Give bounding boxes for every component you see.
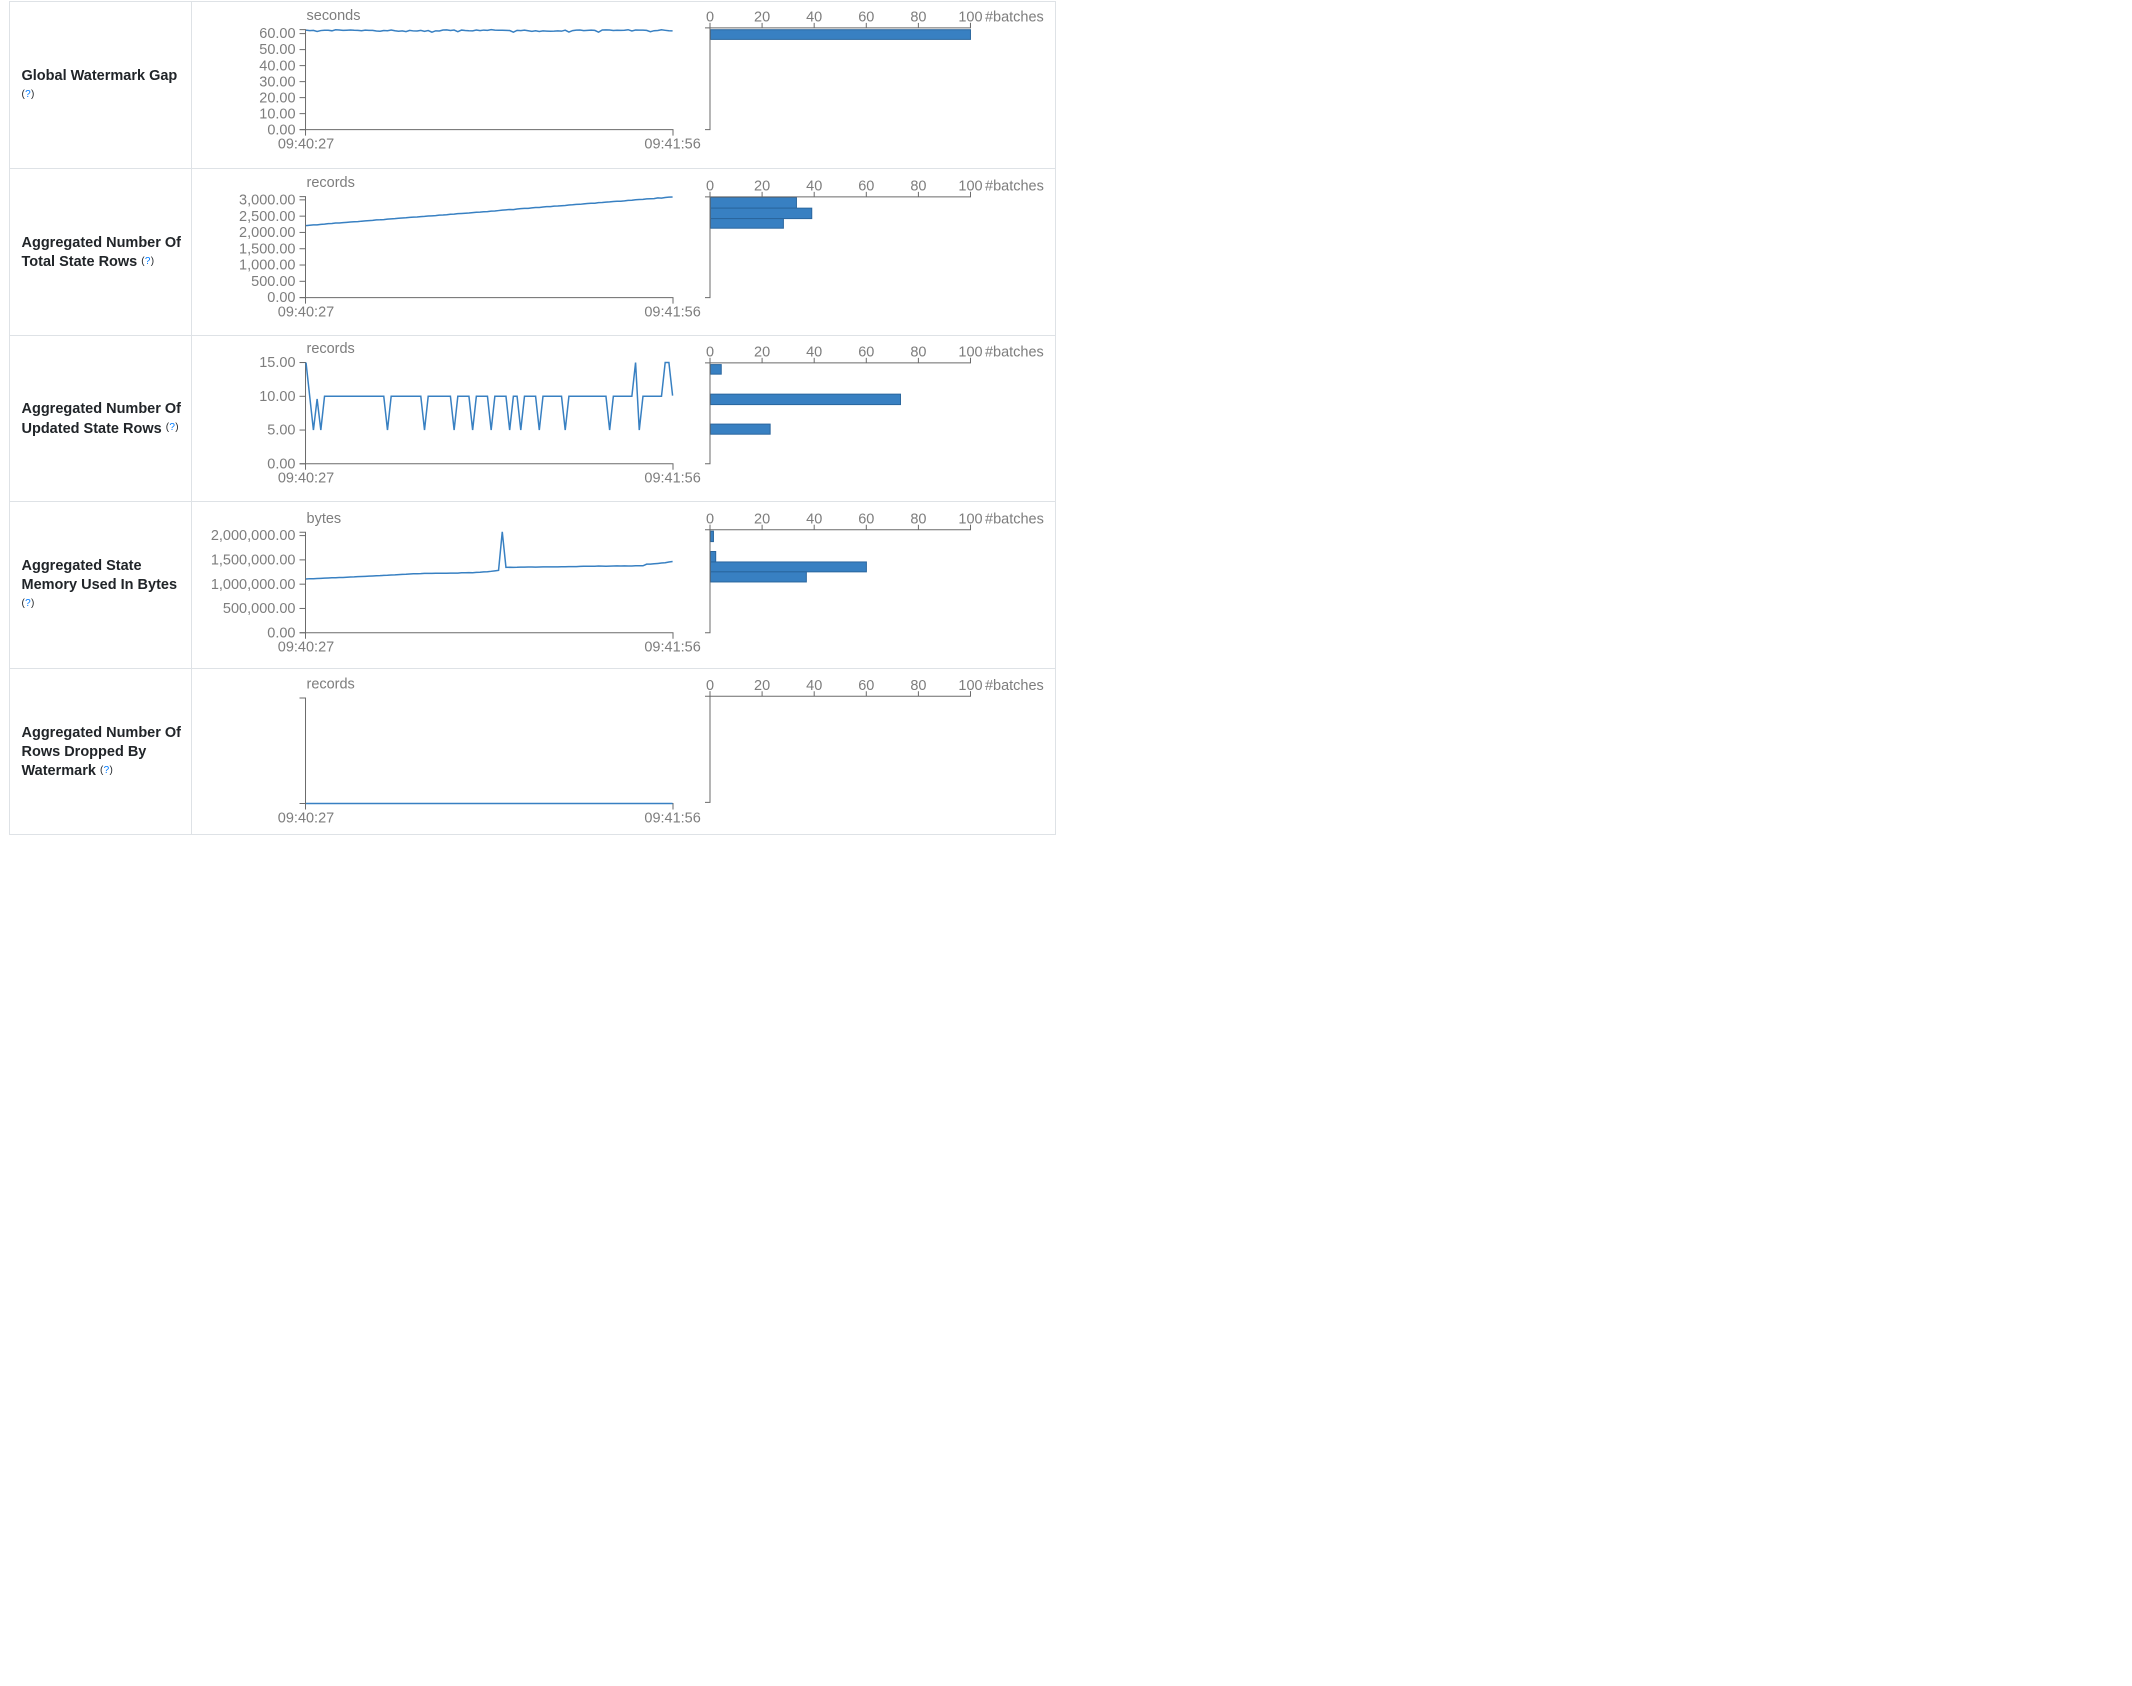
- svg-text:20: 20: [754, 511, 770, 527]
- svg-text:0.00: 0.00: [267, 456, 295, 472]
- svg-text:0: 0: [706, 345, 714, 361]
- svg-text:0: 0: [706, 511, 714, 527]
- svg-text:60: 60: [858, 345, 874, 361]
- svg-text:0.00: 0.00: [267, 123, 295, 139]
- svg-text:60: 60: [858, 10, 874, 26]
- svg-text:#batches: #batches: [985, 511, 1044, 527]
- svg-text:60.00: 60.00: [259, 27, 295, 43]
- svg-text:0: 0: [706, 178, 714, 194]
- svg-text:100: 100: [958, 10, 982, 26]
- svg-text:10.00: 10.00: [259, 107, 295, 123]
- svg-text:30.00: 30.00: [259, 75, 295, 91]
- svg-text:10.00: 10.00: [259, 389, 295, 405]
- svg-text:60: 60: [858, 178, 874, 194]
- svg-text:2,500.00: 2,500.00: [239, 208, 295, 224]
- svg-text:100: 100: [958, 511, 982, 527]
- svg-text:40: 40: [806, 678, 822, 694]
- svg-text:20: 20: [754, 345, 770, 361]
- svg-text:seconds: seconds: [307, 8, 361, 24]
- svg-text:40: 40: [806, 10, 822, 26]
- svg-text:100: 100: [958, 345, 982, 361]
- svg-text:2,000.00: 2,000.00: [239, 225, 295, 241]
- svg-text:#batches: #batches: [985, 678, 1044, 694]
- svg-text:40: 40: [806, 511, 822, 527]
- svg-text:20: 20: [754, 10, 770, 26]
- svg-text:100: 100: [958, 678, 982, 694]
- svg-text:#batches: #batches: [985, 10, 1044, 26]
- svg-text:records: records: [307, 175, 355, 191]
- svg-text:09:41:56: 09:41:56: [644, 471, 700, 487]
- svg-text:80: 80: [910, 345, 926, 361]
- svg-text:20: 20: [754, 678, 770, 694]
- svg-text:09:41:56: 09:41:56: [644, 304, 700, 320]
- svg-text:09:40:27: 09:40:27: [278, 811, 334, 827]
- svg-text:09:41:56: 09:41:56: [644, 137, 700, 153]
- svg-text:1,000,000.00: 1,000,000.00: [211, 576, 296, 592]
- svg-text:09:41:56: 09:41:56: [644, 639, 700, 655]
- svg-text:80: 80: [910, 511, 926, 527]
- svg-text:80: 80: [910, 678, 926, 694]
- svg-text:09:41:56: 09:41:56: [644, 811, 700, 827]
- svg-text:0: 0: [706, 678, 714, 694]
- svg-text:3,000.00: 3,000.00: [239, 192, 295, 208]
- svg-text:#batches: #batches: [985, 345, 1044, 361]
- svg-text:40: 40: [806, 178, 822, 194]
- svg-text:40.00: 40.00: [259, 59, 295, 75]
- svg-text:2,000,000.00: 2,000,000.00: [211, 528, 296, 544]
- svg-text:records: records: [307, 677, 355, 693]
- svg-text:0.00: 0.00: [267, 625, 295, 641]
- svg-text:500,000.00: 500,000.00: [223, 601, 296, 617]
- svg-text:100: 100: [958, 178, 982, 194]
- svg-text:20: 20: [754, 178, 770, 194]
- svg-text:0: 0: [706, 10, 714, 26]
- svg-text:0.00: 0.00: [267, 290, 295, 306]
- svg-text:60: 60: [858, 511, 874, 527]
- svg-text:80: 80: [910, 178, 926, 194]
- svg-text:09:40:27: 09:40:27: [278, 304, 334, 320]
- svg-text:80: 80: [910, 10, 926, 26]
- svg-text:50.00: 50.00: [259, 43, 295, 59]
- svg-text:40: 40: [806, 345, 822, 361]
- svg-text:5.00: 5.00: [267, 423, 295, 439]
- svg-text:1,000.00: 1,000.00: [239, 257, 295, 273]
- svg-text:20.00: 20.00: [259, 91, 295, 107]
- svg-text:09:40:27: 09:40:27: [278, 137, 334, 153]
- svg-text:09:40:27: 09:40:27: [278, 639, 334, 655]
- svg-text:09:40:27: 09:40:27: [278, 471, 334, 487]
- svg-text:60: 60: [858, 678, 874, 694]
- svg-text:bytes: bytes: [307, 510, 342, 526]
- svg-text:15.00: 15.00: [259, 355, 295, 371]
- svg-text:#batches: #batches: [985, 178, 1044, 194]
- svg-text:1,500,000.00: 1,500,000.00: [211, 552, 296, 568]
- svg-text:1,500.00: 1,500.00: [239, 241, 295, 257]
- svg-text:500.00: 500.00: [251, 273, 295, 289]
- svg-text:records: records: [307, 341, 355, 357]
